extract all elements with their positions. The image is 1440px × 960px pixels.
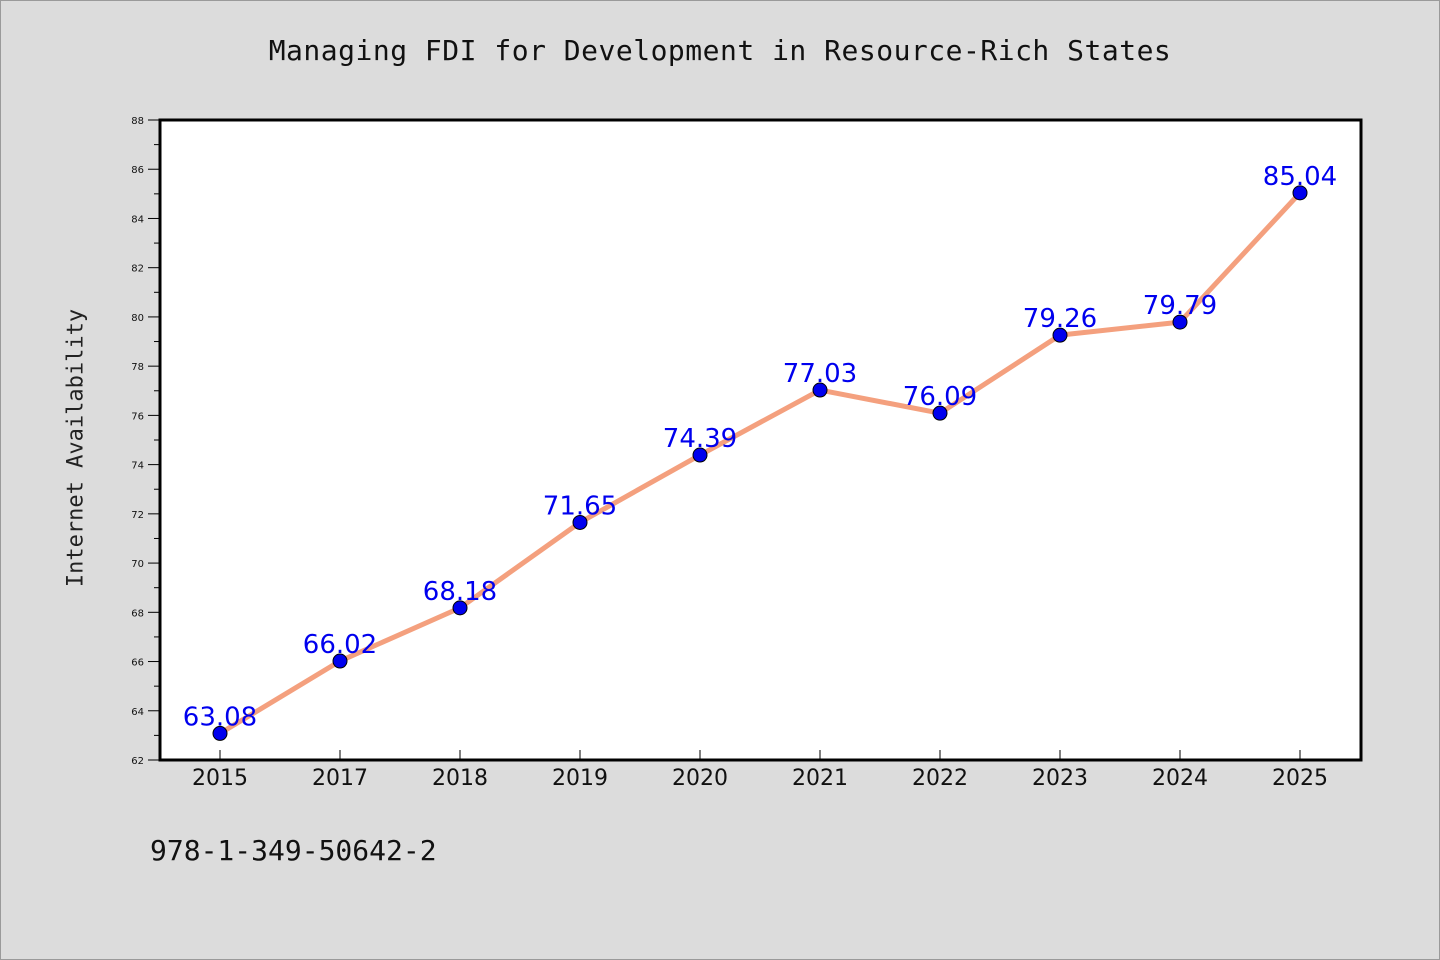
y-tick-label: 64: [131, 707, 144, 718]
x-tick-label: 2022: [912, 766, 968, 791]
data-point-marker: [1052, 327, 1068, 343]
x-tick-label: 2015: [192, 766, 248, 791]
x-tick-label: 2025: [1272, 766, 1328, 791]
data-point-marker: [452, 600, 468, 616]
data-point-marker: [932, 405, 948, 421]
data-label: 74.39: [663, 424, 737, 454]
data-point-marker: [1172, 314, 1188, 330]
series-line: [217, 190, 1303, 736]
y-tick-label: 74: [131, 461, 144, 472]
data-point-marker: [332, 653, 348, 669]
data-point-marker: [1292, 185, 1308, 201]
data-label: 68.18: [423, 577, 497, 607]
y-tick-label: 78: [131, 362, 144, 373]
data-label: 76.09: [903, 382, 977, 412]
x-tick-label: 2017: [312, 766, 368, 791]
data-label: 85.04: [1263, 162, 1337, 192]
x-tick-label: 2020: [672, 766, 728, 791]
y-tick-label: 62: [131, 756, 144, 767]
y-tick-label: 76: [131, 411, 144, 422]
x-tick-label: 2021: [792, 766, 848, 791]
x-tick-label: 2019: [552, 766, 608, 791]
x-tick-label: 2023: [1032, 766, 1088, 791]
data-label: 79.26: [1023, 304, 1097, 334]
isbn-footnote: 978-1-349-50642-2: [150, 834, 437, 867]
data-point-marker: [212, 725, 228, 741]
y-tick-label: 66: [131, 658, 144, 669]
y-tick-label: 88: [131, 116, 144, 127]
y-tick-label: 82: [131, 264, 144, 275]
data-point-marker: [692, 447, 708, 463]
x-tick-label: 2024: [1152, 766, 1208, 791]
data-label: 66.02: [303, 630, 377, 660]
y-tick-label: 72: [131, 510, 144, 521]
data-label: 63.08: [183, 702, 257, 732]
chart-title: Managing FDI for Development in Resource…: [268, 34, 1172, 67]
data-label: 79.79: [1143, 291, 1217, 321]
y-tick-label: 80: [131, 313, 144, 324]
x-tick-label: 2018: [432, 766, 488, 791]
y-tick-label: 84: [131, 214, 144, 225]
y-tick-label: 70: [131, 559, 144, 570]
data-point-marker: [812, 382, 828, 398]
y-tick-label: 68: [131, 608, 144, 619]
data-label: 71.65: [543, 491, 617, 521]
data-label: 77.03: [783, 359, 857, 389]
data-point-marker: [572, 514, 588, 530]
y-tick-label: 86: [131, 165, 144, 176]
